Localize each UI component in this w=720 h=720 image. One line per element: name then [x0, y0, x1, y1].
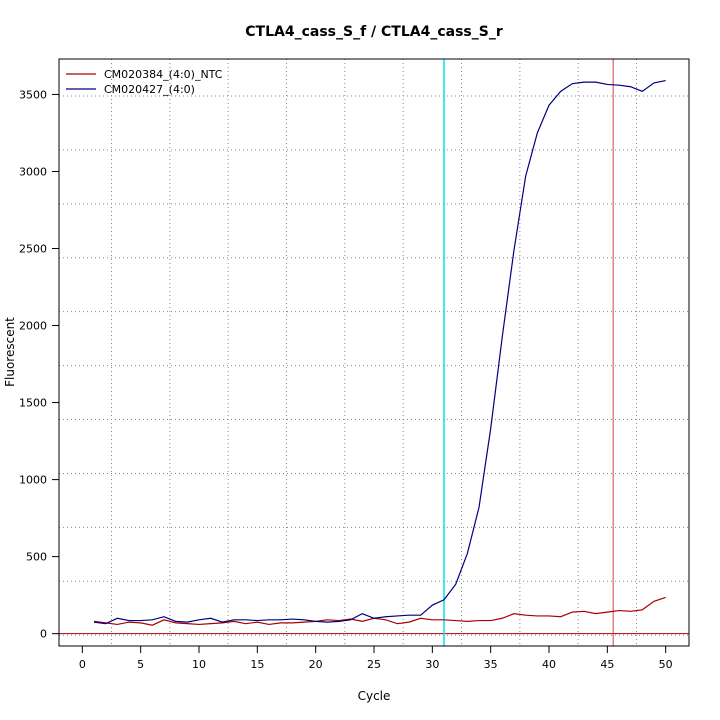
legend-label-1: CM020384_(4:0)_NTC [104, 68, 223, 81]
x-axis: 0 5 10 15 20 25 30 35 40 45 50 [79, 645, 673, 671]
series-layer [93, 79, 666, 626]
x-tick-label: 5 [137, 658, 144, 671]
x-tick-label: 0 [79, 658, 86, 671]
legend-label-2: CM020427_(4:0) [104, 83, 195, 96]
x-tick-label: 30 [425, 658, 439, 671]
y-tick-label: 3000 [19, 165, 47, 178]
y-axis: 0 500 1000 1500 2000 2500 3000 3500 [19, 88, 59, 641]
grid-layer [59, 59, 689, 646]
y-tick-label: 500 [26, 551, 47, 564]
x-tick-label: 35 [484, 658, 498, 671]
reference-lines [59, 59, 689, 646]
y-tick-label: 2000 [19, 320, 47, 333]
series-line-2 [93, 79, 666, 625]
y-tick-label: 2500 [19, 243, 47, 256]
x-tick-label: 50 [659, 658, 673, 671]
y-tick-label: 1500 [19, 397, 47, 410]
x-tick-label: 10 [192, 658, 206, 671]
series-line-1 [93, 596, 666, 626]
y-tick-label: 0 [40, 628, 47, 641]
legend: CM020384_(4:0)_NTC CM020427_(4:0) [66, 68, 223, 96]
x-tick-label: 25 [367, 658, 381, 671]
x-tick-label: 40 [542, 658, 556, 671]
x-tick-label: 15 [250, 658, 264, 671]
y-tick-label: 3500 [19, 88, 47, 101]
chart-title: CTLA4_cass_S_f / CTLA4_cass_S_r [245, 24, 503, 40]
y-tick-label: 1000 [19, 474, 47, 487]
x-axis-label: Cycle [358, 689, 391, 703]
x-tick-label: 45 [600, 658, 614, 671]
y-axis-label: Fluorescent [3, 317, 17, 387]
x-tick-label: 20 [309, 658, 323, 671]
